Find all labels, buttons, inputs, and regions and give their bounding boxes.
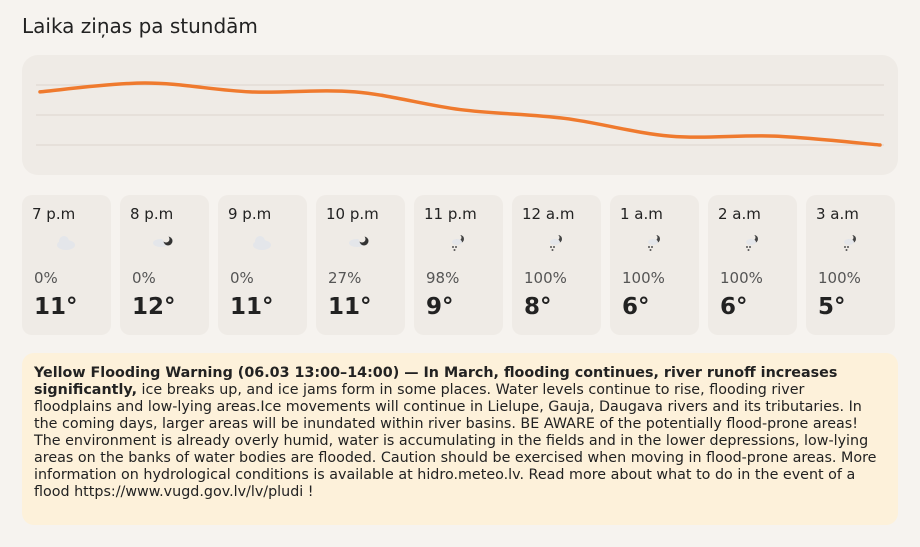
hour-time: 2 a.m bbox=[718, 205, 761, 223]
precipitation: 100% bbox=[524, 269, 567, 287]
weather-icon bbox=[153, 235, 173, 247]
warning-box: Yellow Flooding Warning (06.03 13:00–14:… bbox=[22, 353, 898, 525]
hour-card: 12 a.m 100% 8° bbox=[512, 195, 601, 335]
weather-icon bbox=[550, 234, 562, 251]
hour-time: 11 p.m bbox=[424, 205, 477, 223]
temperature-line bbox=[38, 81, 882, 147]
temperature: 12° bbox=[132, 294, 176, 320]
hour-time: 8 p.m bbox=[130, 205, 174, 223]
precipitation: 0% bbox=[132, 269, 156, 287]
precipitation: 100% bbox=[720, 269, 763, 287]
warning-title: Yellow Flooding Warning (06.03 13:00–14:… bbox=[34, 365, 838, 398]
hour-card: 2 a.m 100% 6° bbox=[708, 195, 797, 335]
precipitation: 100% bbox=[622, 269, 665, 287]
hour-card: 3 a.m 100% 5° bbox=[806, 195, 895, 335]
weather-icon bbox=[57, 236, 75, 250]
hour-time: 3 a.m bbox=[816, 205, 859, 223]
weather-icon bbox=[349, 235, 369, 247]
hour-card: 10 p.m 27% 11° bbox=[316, 195, 405, 335]
hour-time: 7 p.m bbox=[32, 205, 76, 223]
hour-time: 12 a.m bbox=[522, 205, 575, 223]
hour-card: 11 p.m 98% 9° bbox=[414, 195, 503, 335]
hour-card: 9 p.m 0% 11° bbox=[218, 195, 307, 335]
precipitation: 98% bbox=[426, 269, 460, 287]
precipitation: 27% bbox=[328, 269, 362, 287]
weather-icon bbox=[253, 236, 271, 250]
temperature: 9° bbox=[426, 294, 454, 320]
warning-text: ice breaks up, and ice jams form in some… bbox=[34, 382, 877, 500]
hour-card: 1 a.m 100% 6° bbox=[610, 195, 699, 335]
precipitation: 100% bbox=[818, 269, 861, 287]
hour-time: 1 a.m bbox=[620, 205, 663, 223]
temperature-chart bbox=[22, 55, 898, 175]
temperature: 11° bbox=[230, 294, 274, 320]
temperature: 11° bbox=[34, 294, 78, 320]
weather-icon bbox=[648, 234, 660, 251]
precipitation: 0% bbox=[230, 269, 254, 287]
temperature: 8° bbox=[524, 294, 552, 320]
hour-card: 8 p.m 0% 12° bbox=[120, 195, 209, 335]
temperature: 6° bbox=[622, 294, 650, 320]
temperature: 6° bbox=[720, 294, 748, 320]
hour-time: 9 p.m bbox=[228, 205, 272, 223]
hour-card: 7 p.m 0% 11° bbox=[22, 195, 111, 335]
temperature: 5° bbox=[818, 294, 846, 320]
weather-icon bbox=[452, 234, 464, 251]
page-title: Laika ziņas pa stundām bbox=[22, 14, 258, 38]
weather-icon bbox=[746, 234, 758, 251]
precipitation: 0% bbox=[34, 269, 58, 287]
temperature: 11° bbox=[328, 294, 372, 320]
hour-time: 10 p.m bbox=[326, 205, 379, 223]
weather-icon bbox=[844, 234, 856, 251]
